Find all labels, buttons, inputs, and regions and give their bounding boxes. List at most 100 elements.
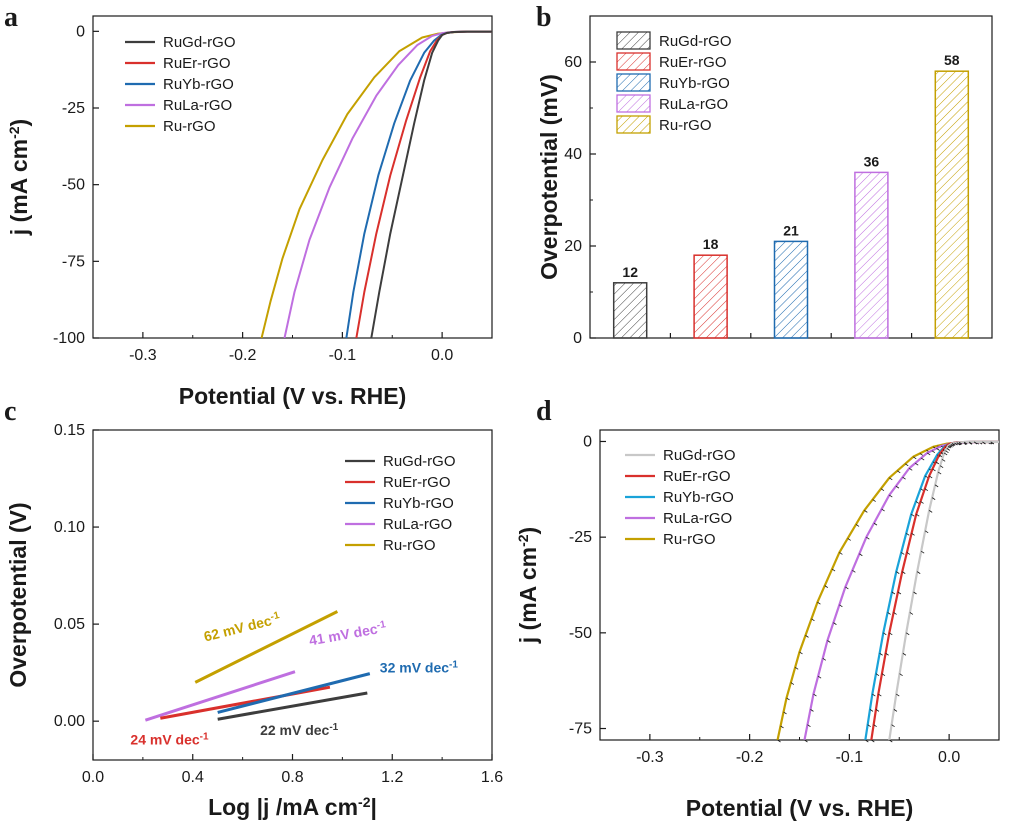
series-point-RuLa-rGO xyxy=(859,553,863,557)
series-point-RuEr-rGO xyxy=(871,739,875,743)
panel-c-xtick-label: 0.4 xyxy=(182,769,204,786)
panel-c-legend-label-RuGd-rGO: RuGd-rGO xyxy=(383,453,456,470)
series-point-RuLa-rGO xyxy=(804,739,808,743)
series-point-RuLa-rGO xyxy=(810,709,814,712)
panel-c-xtick-label: 0.8 xyxy=(281,769,303,786)
panel-b-legend-label-RuGd-rGO: RuGd-rGO xyxy=(659,33,732,50)
panel-c-xtick-label: 0.0 xyxy=(82,769,104,786)
panel-c-xlabel-main: Log |j /mA cm xyxy=(208,794,358,820)
panel-a-ylabel-main: j (mA cm xyxy=(6,139,32,236)
series-point-RuEr-rGO xyxy=(920,501,924,504)
bar-value-label-RuEr-rGO: 18 xyxy=(703,236,719,252)
series-point-RuLa-rGO xyxy=(822,658,826,661)
panel-c-ytick-label: 0.00 xyxy=(54,713,85,730)
series-point-RuLa-rGO xyxy=(895,485,900,489)
panel-b-chart: 0 20 40 60 12 18 21 36 58 RuGd-rGO RuEr-rGO RuYb-rG… xyxy=(536,2,993,347)
panel-b-legend-label-RuEr-rGO: RuEr-rGO xyxy=(659,54,727,71)
series-point-RuGd-rGO xyxy=(939,465,944,469)
series-point-Ru-rGO xyxy=(824,585,828,588)
panel-c-legend-label-Ru-rGO: Ru-rGO xyxy=(383,537,436,554)
series-point-RuEr-rGO xyxy=(873,724,877,728)
series-point-Ru-rGO xyxy=(905,463,909,467)
series-point-Ru-rGO xyxy=(780,725,784,729)
series-line-RuYb-rGO xyxy=(217,672,371,714)
series-point-RuLa-rGO xyxy=(926,452,931,456)
panel-a-legend-label-RuLa-rGO: RuLa-rGO xyxy=(163,97,232,114)
panel-d-ytick-label: -25 xyxy=(569,529,592,546)
panel-b-legend-swatch-RuGd-rGO xyxy=(616,31,651,50)
series-point-RuLa-rGO xyxy=(936,448,940,451)
panel-a-ylabel: j (mA cm-2) xyxy=(6,119,32,236)
panel-c-chart: 0.0 0.4 0.8 1.2 1.6 0.00 0.05 0.10 0.15 RuGd-rGO R… xyxy=(4,396,503,820)
series-point-RuEr-rGO xyxy=(915,513,920,517)
panel-d-letter: d xyxy=(536,396,552,427)
series-point-RuLa-rGO xyxy=(852,569,856,573)
panel-b-legend-label-RuYb-rGO: RuYb-rGO xyxy=(659,75,730,92)
slope-annotation-text: 32 mV dec xyxy=(380,660,449,676)
panel-a-letter: a xyxy=(4,2,18,33)
slope-annotation-sup: -1 xyxy=(329,721,338,732)
bar-value-label-RuGd-rGO: 12 xyxy=(622,264,638,280)
series-point-Ru-rGO xyxy=(794,666,799,670)
series-point-RuLa-rGO xyxy=(839,604,843,608)
series-point-RuGd-rGO xyxy=(889,739,893,743)
panel-c-legend-label-RuEr-rGO: RuEr-rGO xyxy=(383,474,451,491)
series-point-RuYb-rGO xyxy=(891,591,896,595)
slope-annotation-text: 22 mV dec xyxy=(260,722,329,738)
panel-b-legend-label-Ru-rGO: Ru-rGO xyxy=(659,117,712,134)
panel-d-legend-label-Ru-rGO: Ru-rGO xyxy=(663,531,716,548)
series-point-RuLa-rGO xyxy=(889,494,893,498)
slope-annotation-RuEr-rGO: 24 mV dec-1 xyxy=(130,731,209,748)
series-point-RuEr-rGO xyxy=(928,475,933,479)
series-point-RuGd-rGO xyxy=(963,441,968,445)
series-point-Ru-rGO xyxy=(839,552,843,555)
panel-d-legend-label-RuYb-rGO: RuYb-rGO xyxy=(663,489,734,506)
bar-value-label-Ru-rGO: 58 xyxy=(944,52,960,68)
series-point-RuYb-rGO xyxy=(901,552,905,555)
series-point-Ru-rGO xyxy=(799,651,803,655)
panel-a-xtick-label: -0.1 xyxy=(329,347,357,364)
series-line-RuLa-rGO xyxy=(803,440,999,740)
series-point-RuGd-rGO xyxy=(899,673,903,676)
panel-c-xlabel-end: | xyxy=(371,794,377,820)
panel-b-ylabel: Overpotential (mV) xyxy=(536,74,562,280)
series-point-Ru-rGO xyxy=(872,499,876,502)
series-point-RuGd-rGO xyxy=(934,484,939,488)
series-point-RuYb-rGO xyxy=(875,673,880,676)
panel-b-legend-swatch-RuYb-rGO xyxy=(616,73,651,92)
series-point-RuLa-rGO xyxy=(920,457,925,461)
series-point-Ru-rGO xyxy=(817,601,821,605)
panel-c-legend-label-RuLa-rGO: RuLa-rGO xyxy=(383,516,452,533)
slope-annotation-text: 62 mV dec xyxy=(202,612,273,644)
panel-a-chart: -0.3 -0.2 -0.1 0.0 0 -25 -50 -75 -100 RuGd-rGO RuE… xyxy=(4,2,493,409)
panel-c-xtick-label: 1.2 xyxy=(381,769,403,786)
series-point-RuYb-rGO xyxy=(910,513,915,517)
series-point-RuEr-rGO xyxy=(932,468,936,472)
series-point-RuYb-rGO xyxy=(865,739,869,743)
panel-b-legend-swatch-RuEr-rGO xyxy=(616,52,651,71)
bar-RuYb-rGO xyxy=(773,240,809,339)
series-point-RuGd-rGO xyxy=(950,443,955,447)
panel-d-ytick-label: -75 xyxy=(569,721,592,738)
series-point-Ru-rGO xyxy=(811,618,815,622)
series-point-Ru-rGO xyxy=(777,739,781,743)
series-point-RuLa-rGO xyxy=(807,724,811,728)
series-point-RuEr-rGO xyxy=(924,488,929,492)
series-point-RuEr-rGO xyxy=(897,591,902,595)
series-point-Ru-rGO xyxy=(897,470,901,474)
panel-d-xlabel: Potential (V vs. RHE) xyxy=(686,795,913,821)
series-point-RuLa-rGO xyxy=(813,693,817,697)
panel-c-legend-label-RuYb-rGO: RuYb-rGO xyxy=(383,495,454,512)
series-point-RuGd-rGO xyxy=(896,693,900,697)
series-point-RuYb-rGO xyxy=(906,533,910,536)
series-point-RuGd-rGO xyxy=(947,445,952,449)
series-point-RuGd-rGO xyxy=(982,441,986,445)
series-point-RuLa-rGO xyxy=(914,462,919,466)
bar-Ru-rGO xyxy=(934,70,970,339)
series-point-RuGd-rGO xyxy=(943,452,948,456)
bar-RuEr-rGO xyxy=(693,254,728,339)
panel-d-ylabel-main: j (mA cm xyxy=(515,547,541,644)
series-line-RuGd-rGO xyxy=(217,691,368,721)
series-point-RuEr-rGO xyxy=(881,673,886,676)
